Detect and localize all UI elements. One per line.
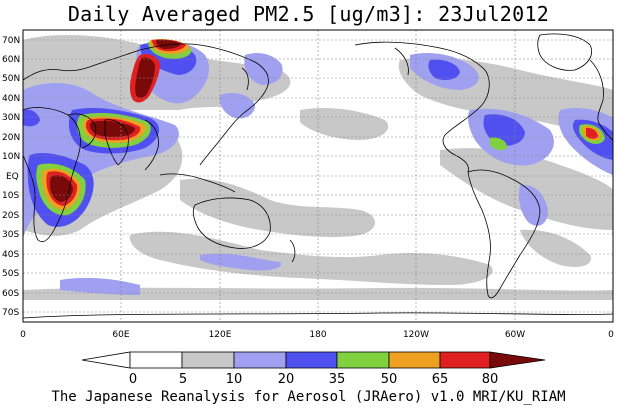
lon-label: 60E xyxy=(112,330,129,340)
lon-label: 0 xyxy=(20,330,26,340)
lat-label: 30N xyxy=(2,113,20,123)
lat-label: 10S xyxy=(2,191,19,201)
lat-label: EQ xyxy=(6,172,19,182)
pm25-field xyxy=(23,35,613,300)
lon-label: 120W xyxy=(403,330,429,340)
lat-label: 70S xyxy=(2,308,19,318)
map-frame xyxy=(22,29,614,323)
colorbar-under-triangle xyxy=(81,351,131,369)
lon-label: 60W xyxy=(505,330,525,340)
lat-label: 50S xyxy=(2,269,19,279)
colorbar-swatch xyxy=(129,351,183,369)
colorbar-tick-label: 20 xyxy=(278,372,295,387)
colorbar-tick-label: 80 xyxy=(482,372,499,387)
colorbar-swatch xyxy=(285,351,338,369)
lat-label: 50N xyxy=(2,74,20,84)
colorbar-tick-label: 35 xyxy=(329,372,346,387)
colorbar-labels: 0 5 10 20 35 50 65 80 xyxy=(129,372,498,387)
lat-label: 20N xyxy=(2,133,20,143)
lat-label: 20S xyxy=(2,211,19,221)
colorbar-swatch xyxy=(233,351,287,369)
colorbar-swatch xyxy=(336,351,390,369)
graticule xyxy=(23,30,613,322)
coastlines xyxy=(23,33,613,319)
colorbar-tick-label: 50 xyxy=(381,372,398,387)
latitude-labels: 70N 60N 50N 40N 30N 20N 10N EQ 10S 20S 3… xyxy=(2,36,20,318)
colorbar-swatch xyxy=(181,351,235,369)
colorbar-swatch xyxy=(388,351,441,369)
lat-label: 70N xyxy=(2,36,20,46)
longitude-labels: 0 60E 120E 180 120W 60W 0 xyxy=(20,330,614,340)
lat-label: 40N xyxy=(2,94,20,104)
colorbar-tick-label: 10 xyxy=(226,372,243,387)
lat-label: 10N xyxy=(2,152,20,162)
colorbar-tick-label: 65 xyxy=(432,372,449,387)
colorbar-over-triangle xyxy=(489,351,546,369)
lat-label: 60N xyxy=(2,55,20,65)
lat-label: 40S xyxy=(2,250,19,260)
colorbar-tick-label: 5 xyxy=(179,372,187,387)
lon-label: 120E xyxy=(209,330,232,340)
lat-label: 30S xyxy=(2,230,19,240)
lat-label: 60S xyxy=(2,289,19,299)
map-title: Daily Averaged PM2.5 [ug/m3]: 23Jul2012 xyxy=(67,2,550,26)
pm25-level-over-80 xyxy=(50,39,181,202)
footer-credit: The Japanese Reanalysis for Aerosol (JRA… xyxy=(51,389,566,405)
colorbar-tick-label: 0 xyxy=(129,372,137,387)
colorbar xyxy=(81,351,546,369)
lon-label: 0 xyxy=(608,330,614,340)
lon-label: 180 xyxy=(309,330,326,340)
colorbar-swatch xyxy=(439,351,491,369)
